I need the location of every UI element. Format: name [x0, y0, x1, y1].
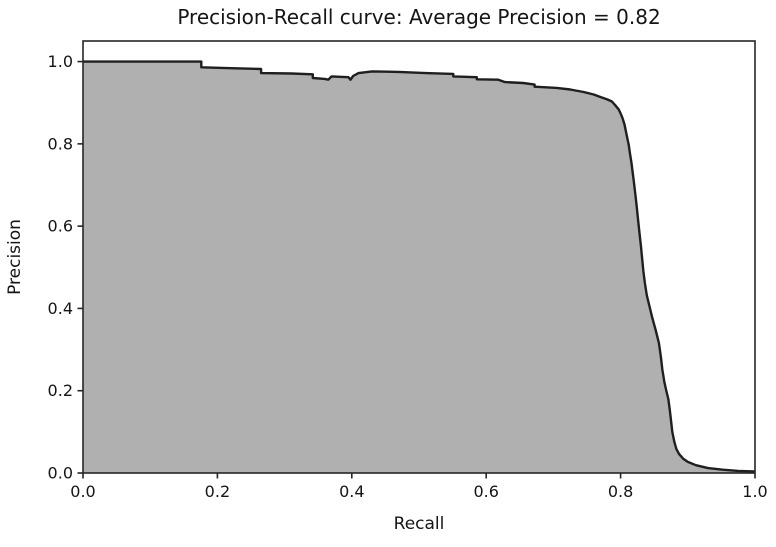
pr-area-fill — [83, 61, 755, 473]
y-axis-label: Precision — [5, 219, 25, 295]
y-tick-label: 0.4 — [48, 299, 73, 318]
pr-curve-line — [83, 60, 756, 473]
y-tick-label: 0.2 — [48, 381, 73, 400]
y-tick-label: 0.6 — [48, 217, 73, 236]
x-tick-label: 0.4 — [339, 482, 364, 501]
x-tick-label: 0.0 — [70, 482, 95, 501]
y-tick-label: 0.0 — [48, 464, 73, 483]
y-axis-ticks: 0.0 0.2 0.4 0.6 0.8 1.0 — [48, 52, 83, 483]
y-tick-label: 1.0 — [48, 52, 73, 71]
x-axis-ticks: 0.0 0.2 0.4 0.6 0.8 1.0 — [70, 473, 768, 501]
plot-frame — [82, 40, 756, 474]
x-tick-label: 0.6 — [473, 482, 498, 501]
chart-title: Precision-Recall curve: Average Precisio… — [177, 5, 661, 29]
x-tick-label: 0.2 — [205, 482, 230, 501]
x-tick-label: 0.8 — [608, 482, 633, 501]
y-tick-label: 0.8 — [48, 134, 73, 153]
x-axis-label: Recall — [393, 514, 445, 534]
x-tick-label: 1.0 — [742, 482, 767, 501]
